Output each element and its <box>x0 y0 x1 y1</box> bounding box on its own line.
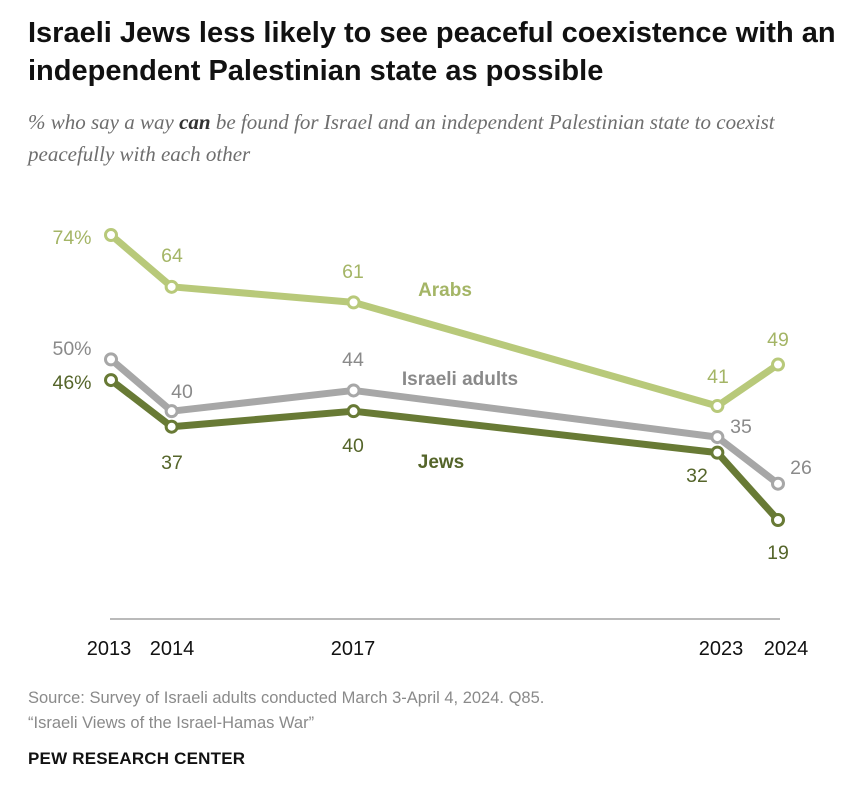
source-line-1: Source: Survey of Israeli adults conduct… <box>28 689 545 707</box>
data-label-jews-2014: 37 <box>161 452 183 474</box>
subtitle-pre: % who say a way <box>28 110 180 134</box>
x-tick-label-2024: 2024 <box>764 638 809 660</box>
data-label-israeli-adults-2014: 40 <box>171 381 193 403</box>
x-tick-label-2023: 2023 <box>699 638 744 660</box>
data-point-jews-2017 <box>346 404 361 419</box>
data-point-israeli-adults-2023 <box>710 430 725 445</box>
data-label-israeli-adults-2023: 35 <box>730 416 752 438</box>
series-label-israeli-adults: Israeli adults <box>402 369 518 390</box>
data-label-israeli-adults-2017: 44 <box>342 349 364 371</box>
data-point-israeli-adults-2017 <box>346 383 361 398</box>
subtitle-emphasis: can <box>179 110 211 134</box>
source-note: Source: Survey of Israeli adults conduct… <box>28 686 828 736</box>
data-label-arabs-2017: 61 <box>342 261 364 283</box>
source-line-2: “Israeli Views of the Israel-Hamas War” <box>28 714 315 732</box>
x-tick-label-2017: 2017 <box>331 638 376 660</box>
data-point-arabs-2014 <box>164 279 179 294</box>
series-label-arabs: Arabs <box>418 280 472 301</box>
x-tick-label-2014: 2014 <box>150 638 195 660</box>
data-point-jews-2024 <box>771 513 785 527</box>
data-label-arabs-2014: 64 <box>161 245 183 267</box>
data-label-arabs-2024: 49 <box>767 329 789 351</box>
data-point-jews-2023 <box>710 445 725 460</box>
data-label-israeli-adults-2013: 50% <box>52 338 91 360</box>
data-point-arabs-2017 <box>346 295 361 310</box>
data-point-arabs-2024 <box>771 357 785 372</box>
data-label-israeli-adults-2024: 26 <box>790 457 812 479</box>
chart-title: Israeli Jews less likely to see peaceful… <box>28 17 836 87</box>
data-point-israeli-adults-2014 <box>164 404 179 419</box>
data-point-arabs-2023 <box>710 399 725 413</box>
data-label-jews-2017: 40 <box>342 435 364 457</box>
data-label-jews-2013: 46% <box>52 372 91 394</box>
subtitle-post: be found for Israel and an independent P… <box>28 110 775 166</box>
line-chart: 2013 2014 2017 2023 2024 74% 64 61 41 49 50% 40 44 35… <box>52 227 812 660</box>
data-label-arabs-2023: 41 <box>707 366 729 388</box>
data-label-jews-2023: 32 <box>686 465 708 487</box>
chart-subtitle: % who say a way can be found for Israel … <box>28 106 828 170</box>
series-label-jews: Jews <box>418 452 464 473</box>
data-point-jews-2013 <box>104 373 118 388</box>
data-point-israeli-adults-2024 <box>771 476 785 491</box>
org-name: PEW RESEARCH CENTER <box>28 749 246 768</box>
data-point-arabs-2013 <box>104 228 118 242</box>
data-label-jews-2024: 19 <box>767 542 789 564</box>
data-label-arabs-2013: 74% <box>52 227 91 249</box>
data-point-jews-2014 <box>164 419 179 434</box>
data-point-israeli-adults-2013 <box>104 352 118 367</box>
x-tick-label-2013: 2013 <box>87 638 132 660</box>
